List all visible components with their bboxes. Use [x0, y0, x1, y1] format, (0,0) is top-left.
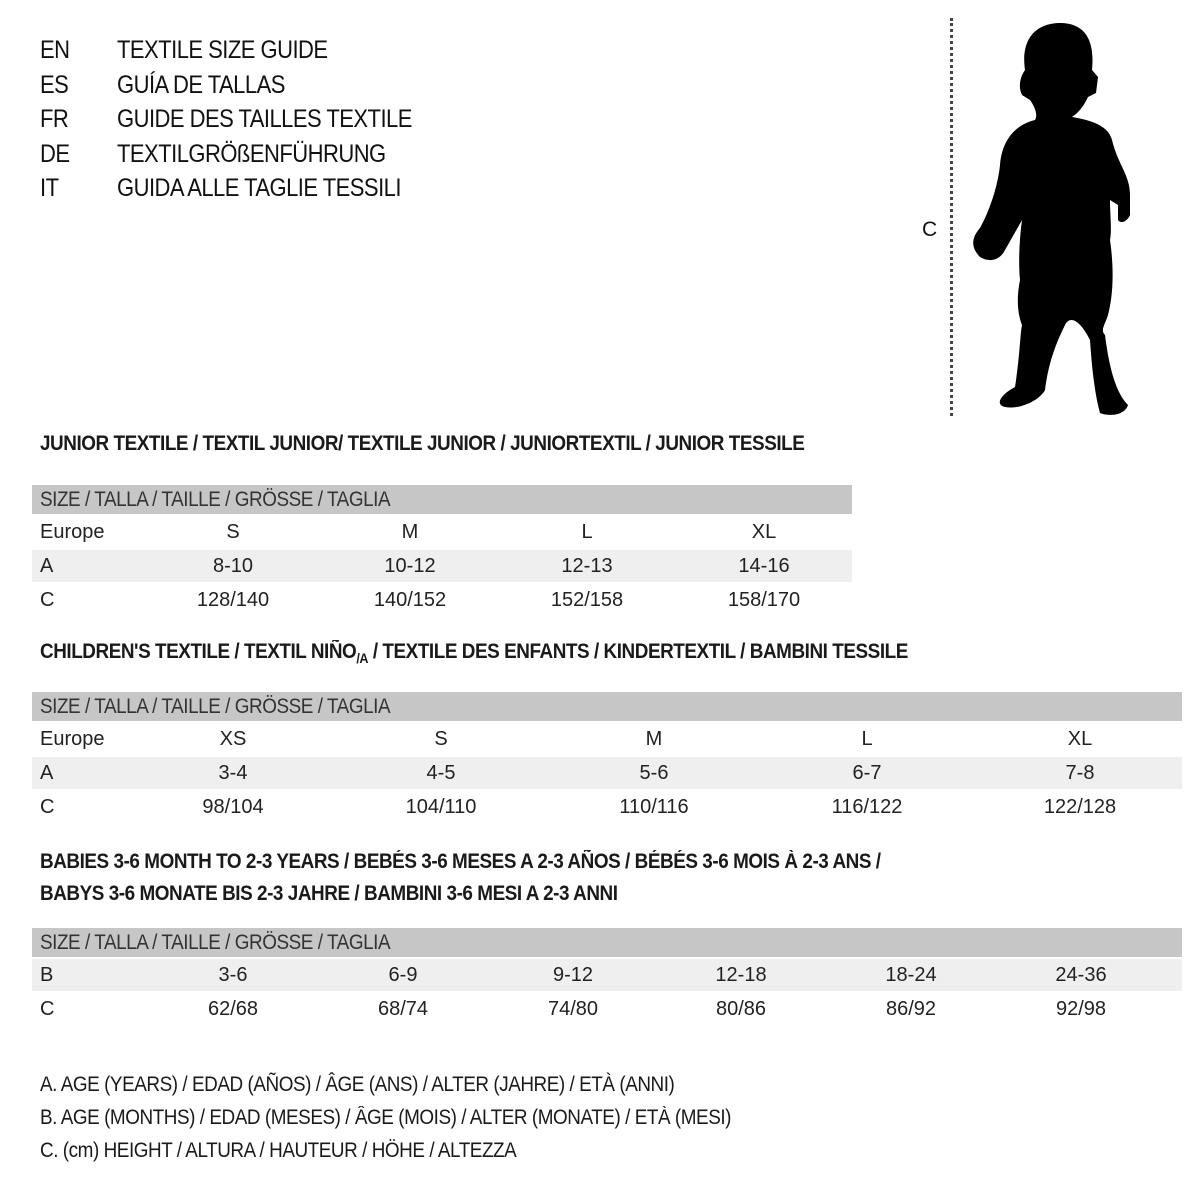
junior-section-title: JUNIOR TEXTILE / TEXTIL JUNIOR/ TEXTILE …: [40, 432, 805, 455]
table-cell: M: [645, 728, 663, 750]
table-cell: 7-8: [1065, 762, 1095, 784]
table-row: A 8-10 10-12 12-13 14-16: [32, 550, 852, 582]
table-cell: 62/68: [207, 998, 259, 1020]
height-measure-line: [950, 18, 953, 416]
table-cell: XS: [219, 728, 247, 750]
lang-code: ES: [40, 70, 69, 99]
table-row: A 3-4 4-5 5-6 6-7 7-8: [32, 757, 1182, 789]
table-cell: XL: [751, 521, 777, 543]
table-cell: 140/152: [373, 589, 447, 611]
lang-title: GUÍA DE TALLAS: [117, 70, 285, 99]
table-cell: 18-24: [885, 964, 937, 986]
size-header-bar: SIZE / TALLA / TAILLE / GRÖSSE / TAGLIA: [32, 692, 1182, 721]
table-cell: 68/74: [377, 998, 429, 1020]
children-title-suffix: /A: [356, 650, 369, 667]
lang-code: DE: [40, 139, 70, 168]
babies-title-line2: BABYS 3-6 MONATE BIS 2-3 JAHRE / BAMBINI…: [40, 882, 618, 905]
table-cell: 6-7: [852, 762, 882, 784]
table-cell: 4-5: [426, 762, 456, 784]
table-cell: 12-13: [561, 555, 613, 577]
table-row: C 128/140 140/152 152/158 158/170: [32, 584, 852, 616]
row-label: C: [40, 796, 55, 818]
table-row: Europe S M L XL: [32, 516, 852, 548]
table-row: C 62/68 68/74 74/80 80/86 86/92 92/98: [32, 993, 1182, 1025]
table-cell: 104/110: [405, 796, 477, 818]
lang-title: GUIDE DES TAILLES TEXTILE: [117, 105, 412, 133]
row-label: Europe: [40, 728, 105, 750]
table-cell: 122/128: [1043, 796, 1117, 818]
table-row: Europe XS S M L XL: [32, 723, 1182, 755]
table-cell: 116/122: [831, 796, 903, 818]
children-title-rest: / TEXTILE DES ENFANTS / KINDERTEXTIL / B…: [368, 640, 909, 663]
row-label: Europe: [40, 521, 105, 543]
size-header-text: SIZE / TALLA / TAILLE / GRÖSSE / TAGLIA: [40, 695, 391, 718]
children-title-main: CHILDREN'S TEXTILE / TEXTIL NIÑO: [40, 640, 357, 663]
size-header-text: SIZE / TALLA / TAILLE / GRÖSSE / TAGLIA: [40, 931, 391, 954]
row-label: B: [40, 964, 54, 986]
table-cell: S: [434, 728, 448, 750]
table-cell: 86/92: [885, 998, 937, 1020]
lang-title: GUIDA ALLE TAGLIE TESSILI: [117, 174, 401, 202]
lang-title: TEXTILE SIZE GUIDE: [117, 36, 328, 64]
lang-code: EN: [40, 36, 70, 64]
table-row: C 98/104 104/110 110/116 116/122 122/128: [32, 791, 1182, 823]
table-cell: XL: [1067, 728, 1093, 750]
legend-b: B. AGE (MONTHS) / EDAD (MESES) / ÂGE (MO…: [40, 1106, 732, 1129]
table-cell: 80/86: [715, 998, 767, 1020]
table-cell: 10-12: [384, 555, 436, 577]
table-cell: 110/116: [619, 796, 689, 818]
table-cell: 92/98: [1055, 998, 1107, 1020]
table-cell: 24-36: [1055, 964, 1107, 986]
children-size-table: SIZE / TALLA / TAILLE / GRÖSSE / TAGLIA E…: [32, 692, 1182, 823]
size-header-text: SIZE / TALLA / TAILLE / GRÖSSE / TAGLIA: [40, 488, 391, 511]
table-cell: S: [226, 521, 240, 543]
table-cell: L: [861, 728, 873, 750]
babies-title-line1: BABIES 3-6 MONTH TO 2-3 YEARS / BEBÉS 3-…: [40, 850, 881, 873]
babies-size-table: SIZE / TALLA / TAILLE / GRÖSSE / TAGLIA B…: [32, 928, 1182, 1025]
lang-code: IT: [40, 174, 59, 202]
table-cell: 98/104: [202, 796, 264, 818]
table-cell: 5-6: [639, 762, 669, 784]
table-cell: L: [581, 521, 593, 543]
table-cell: 9-12: [552, 964, 594, 986]
row-label: C: [40, 998, 55, 1020]
size-header-bar: SIZE / TALLA / TAILLE / GRÖSSE / TAGLIA: [32, 485, 852, 514]
children-section-title: CHILDREN'S TEXTILE / TEXTIL NIÑO/A / TEX…: [40, 640, 908, 666]
lang-code: FR: [40, 105, 69, 133]
table-cell: 3-6: [218, 964, 248, 986]
table-cell: 74/80: [547, 998, 599, 1020]
row-label: A: [40, 555, 54, 577]
table-cell: 158/170: [727, 589, 801, 611]
size-header-bar: SIZE / TALLA / TAILLE / GRÖSSE / TAGLIA: [32, 928, 1182, 957]
table-cell: 152/158: [550, 589, 624, 611]
table-cell: M: [401, 521, 419, 543]
table-cell: 8-10: [212, 555, 254, 577]
table-cell: 12-18: [715, 964, 767, 986]
table-row: B 3-6 6-9 9-12 12-18 18-24 24-36: [32, 959, 1182, 991]
junior-size-table: SIZE / TALLA / TAILLE / GRÖSSE / TAGLIA E…: [32, 485, 852, 616]
height-label: C: [922, 218, 938, 241]
lang-title: TEXTILGRÖßENFÜHRUNG: [117, 139, 386, 168]
row-label: A: [40, 762, 54, 784]
table-cell: 6-9: [388, 964, 418, 986]
legend-c: C. (cm) HEIGHT / ALTURA / HAUTEUR / HÖHE…: [40, 1139, 517, 1162]
table-cell: 3-4: [218, 762, 248, 784]
table-cell: 128/140: [196, 589, 270, 611]
legend-a: A. AGE (YEARS) / EDAD (AÑOS) / ÂGE (ANS)…: [40, 1073, 675, 1096]
table-cell: 14-16: [738, 555, 790, 577]
child-silhouette-icon: [973, 23, 1130, 415]
row-label: C: [40, 589, 55, 611]
